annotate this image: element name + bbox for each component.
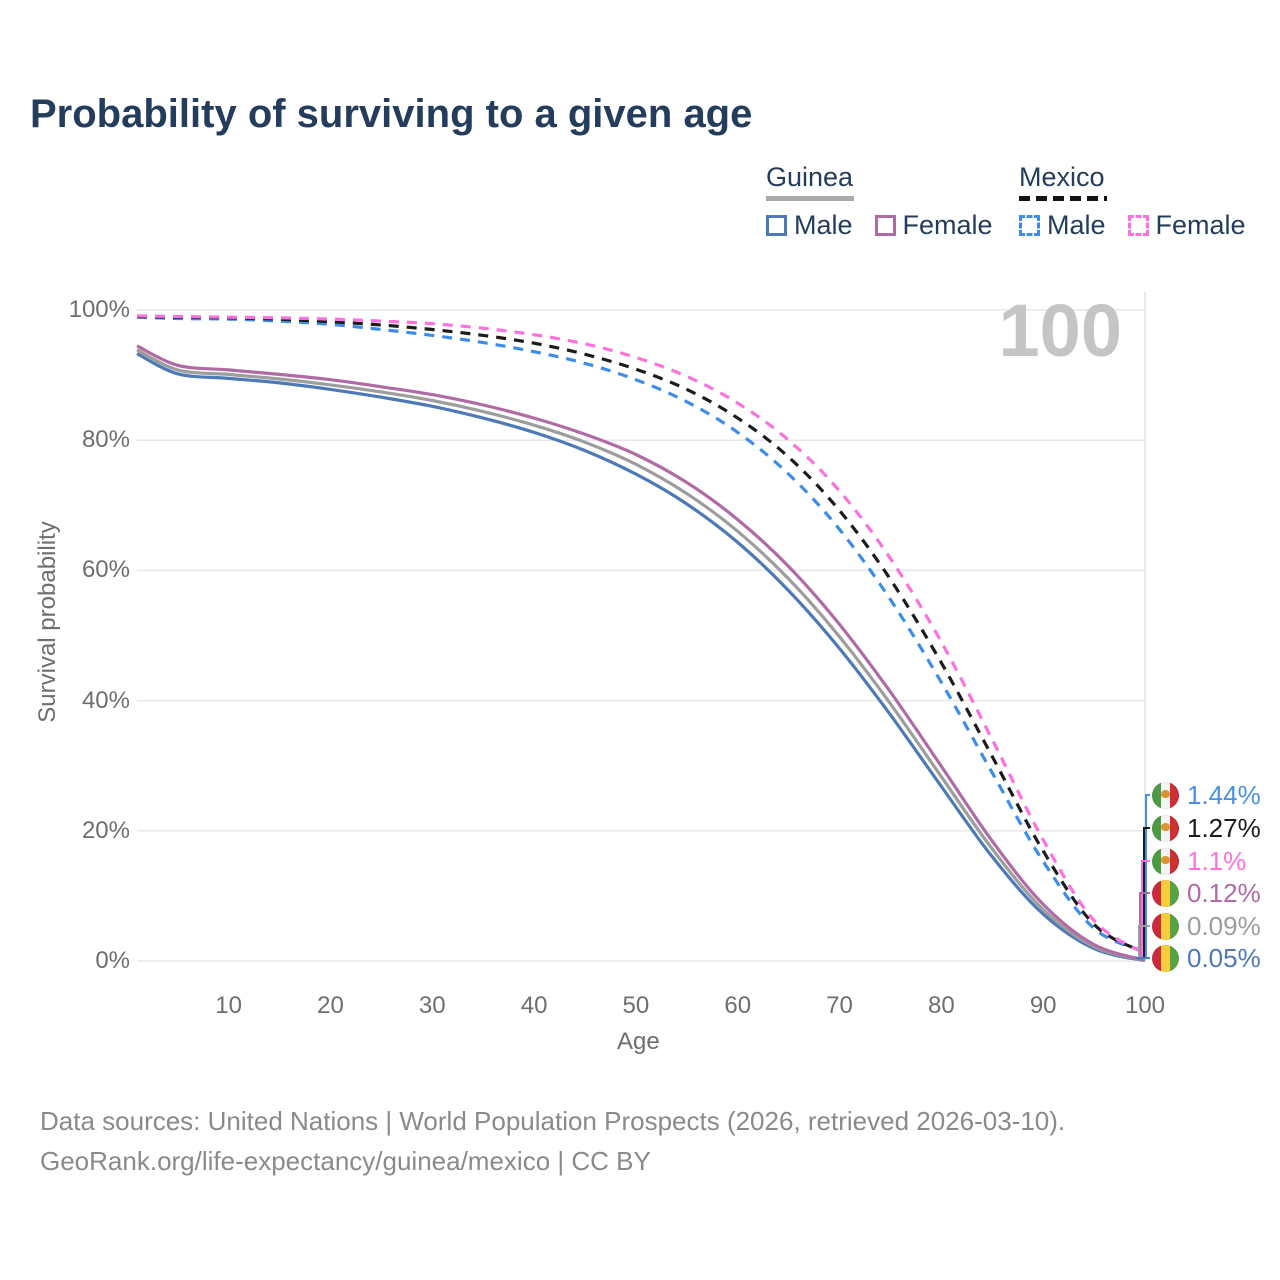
page-title: Probability of surviving to a given age (30, 92, 753, 136)
mexico-flag-icon (1152, 848, 1179, 875)
end-label-value-guinea-male: 0.05% (1187, 943, 1261, 973)
end-label-mexico-both: 1.27% (1152, 813, 1261, 844)
guinea-female-label: Female (902, 210, 993, 240)
end-label-mexico-female: 1.1% (1152, 846, 1246, 877)
guinea-flag-icon (1152, 880, 1179, 907)
leader-tick-guinea-both (1137, 925, 1150, 927)
y-tick-100%: 100% (68, 296, 130, 323)
end-label-value-mexico-both: 1.27% (1187, 813, 1261, 843)
legend-mexico-title[interactable]: Mexico (1019, 162, 1105, 192)
y-tick-40%: 40% (81, 686, 130, 714)
legend-group-guinea: Guinea Male Female (766, 162, 993, 241)
end-label-value-mexico-female: 1.1% (1187, 846, 1247, 876)
hover-age-watermark: 100 (998, 289, 1122, 372)
guinea-flag-icon (1152, 945, 1179, 972)
x-tick-10: 10 (215, 992, 242, 1019)
end-label-guinea-both: 0.09% (1152, 911, 1261, 942)
curve-mexico-both-sexes (136, 314, 1146, 955)
end-label-value-guinea-both: 0.09% (1187, 911, 1261, 941)
mexico-flag-icon (1152, 782, 1179, 809)
curve-mexico-female (136, 314, 1146, 956)
leader-vertical-mexico-male (1144, 795, 1147, 959)
y-tick-60%: 60% (81, 556, 130, 584)
x-tick-60: 60 (724, 992, 752, 1019)
end-label-guinea-male: 0.05% (1152, 943, 1261, 974)
x-tick-80: 80 (928, 992, 955, 1019)
legend-mexico-underline-swatch (1019, 196, 1107, 201)
leader-vertical-mexico-female (1141, 861, 1144, 959)
leader-tick-guinea-female (1139, 892, 1150, 894)
legend-item-guinea-male[interactable]: Male (766, 210, 853, 241)
x-tick-20: 20 (317, 992, 344, 1019)
curve-guinea-female (136, 344, 1146, 962)
legend-guinea-title[interactable]: Guinea (766, 162, 854, 192)
curve-mexico-male (136, 315, 1146, 954)
legend-item-guinea-female[interactable]: Female (874, 210, 993, 241)
curve-guinea-both-sexes (136, 348, 1146, 962)
legend-group-mexico: Mexico Male Female (1019, 162, 1246, 241)
legend-guinea-underline-swatch (766, 196, 854, 201)
x-tick-40: 40 (520, 992, 548, 1019)
y-tick-80%: 80% (81, 426, 130, 454)
mexico-male-label: Male (1047, 210, 1106, 240)
legend-item-mexico-male[interactable]: Male (1019, 210, 1106, 241)
x-tick-30: 30 (418, 992, 446, 1019)
mexico-flag-icon (1152, 815, 1179, 842)
guinea-male-label: Male (794, 210, 853, 240)
end-label-value-mexico-male: 1.44% (1187, 780, 1261, 810)
leader-vertical-guinea-both (1137, 926, 1140, 959)
leader-tick-guinea-male (1136, 957, 1150, 959)
mexico-male-swatch-icon (1019, 215, 1040, 236)
end-label-mexico-male: 1.44% (1152, 780, 1261, 811)
guinea-female-swatch-icon (874, 215, 896, 236)
mexico-female-label: Female (1155, 210, 1246, 240)
end-label-guinea-female: 0.12% (1152, 878, 1261, 909)
footer-source-line: Data sources: United Nations | World Pop… (40, 1106, 1066, 1136)
leader-tick-mexico-both (1142, 827, 1150, 829)
x-axis-title: Age (617, 1028, 660, 1055)
x-tick-90: 90 (1029, 992, 1057, 1019)
guinea-flag-icon (1152, 913, 1179, 940)
footer-license-line: GeoRank.org/life-expectancy/guinea/mexic… (40, 1146, 651, 1176)
end-label-value-guinea-female: 0.12% (1187, 878, 1261, 908)
legend-item-mexico-female[interactable]: Female (1127, 210, 1246, 241)
x-tick-100: 100 (1124, 992, 1166, 1019)
mexico-female-swatch-icon (1127, 215, 1149, 236)
y-tick-20%: 20% (81, 816, 130, 844)
x-tick-70: 70 (826, 992, 853, 1019)
x-tick-50: 50 (622, 992, 650, 1019)
leader-tick-mexico-female (1141, 860, 1150, 862)
guinea-male-swatch-icon (766, 215, 787, 236)
leader-tick-mexico-male (1144, 794, 1150, 796)
curve-guinea-male (136, 352, 1146, 963)
y-tick-0%: 0% (95, 947, 130, 974)
